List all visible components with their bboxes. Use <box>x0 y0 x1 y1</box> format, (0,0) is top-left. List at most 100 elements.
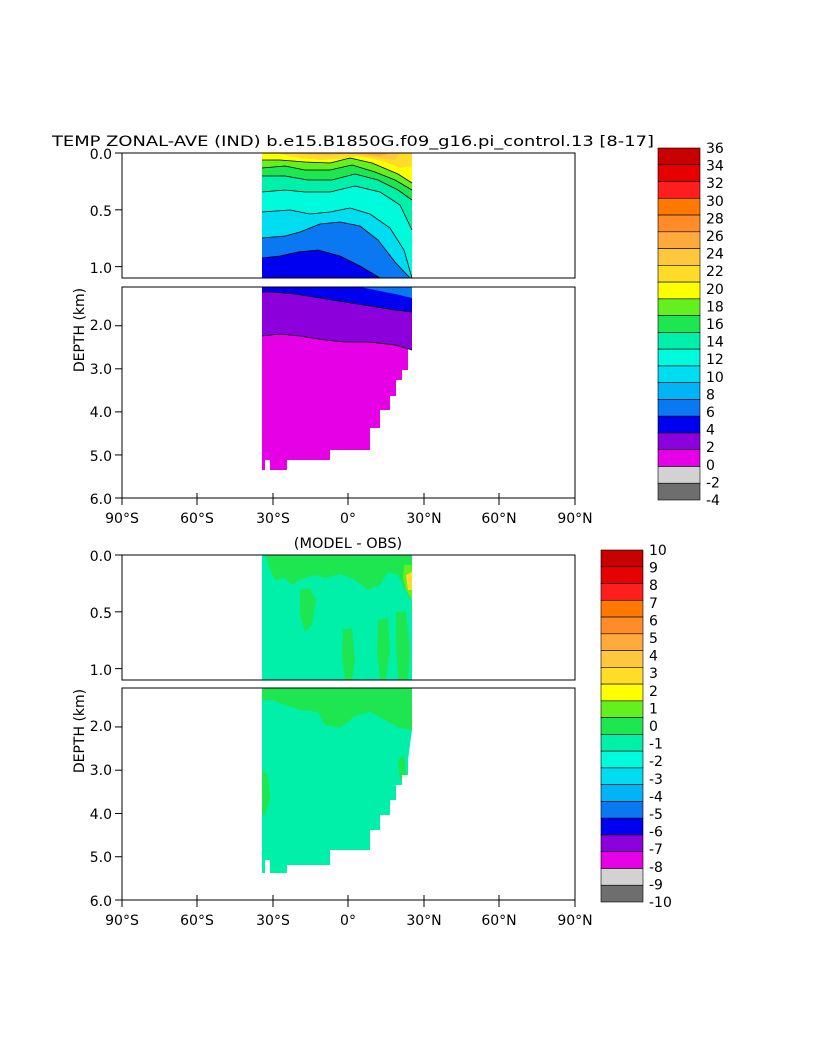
lower-panel <box>121 286 576 499</box>
y-axis-label: DEPTH (km) <box>72 689 88 773</box>
colorbar-swatch <box>657 365 701 383</box>
colorbar-swatch <box>600 599 644 618</box>
y-tick-label: 5.0 <box>90 850 112 866</box>
colorbar-swatch <box>657 449 701 467</box>
colorbar-label: 32 <box>706 176 724 192</box>
frame-upper-border <box>121 152 576 279</box>
colorbar-swatch <box>600 717 644 735</box>
colorbar-swatch <box>657 214 701 233</box>
y-tick-label: 4.0 <box>90 405 112 421</box>
colorbar-label: 4 <box>706 423 715 439</box>
colorbar-label: 9 <box>649 561 658 577</box>
colorbar-label: 0 <box>649 719 658 735</box>
colorbar-label: 10 <box>706 370 724 386</box>
x-tick-label: 30°S <box>256 913 290 929</box>
field-band-6 <box>262 250 380 278</box>
diff-band-0b <box>300 588 316 632</box>
colorbar-swatch <box>657 399 701 417</box>
diff-band-0c <box>342 628 355 680</box>
field-band-22 <box>262 153 412 183</box>
colorbar-label: 2 <box>706 440 715 456</box>
colorbar-label: 8 <box>649 578 658 594</box>
colorbar-swatch <box>657 432 701 451</box>
y-axis-label: DEPTH (km) <box>72 288 88 372</box>
colorbar-label: -2 <box>649 754 663 770</box>
colorbar-swatch <box>657 281 701 300</box>
colorbar-label: -1 <box>649 737 663 753</box>
colorbar-swatch <box>600 868 644 886</box>
y-tick-label: 4.0 <box>90 807 112 823</box>
x-tick-label: 60°N <box>481 913 516 929</box>
y-tick-label: 2.0 <box>90 719 112 735</box>
tick-marks <box>115 554 576 907</box>
field-band-28 <box>300 153 390 156</box>
colorbar-label: 26 <box>706 229 724 245</box>
colorbar-swatch <box>600 566 644 584</box>
colorbar-swatch <box>600 784 644 802</box>
diff-band-0e <box>396 612 410 680</box>
colorbar-swatch <box>657 466 701 484</box>
colorbar-label: -7 <box>649 842 663 858</box>
colorbar-label: 3 <box>649 666 658 682</box>
upper-panel <box>121 152 576 279</box>
lower-panel <box>121 687 576 901</box>
y-axis: 0.0 0.5 1.0 2.0 3.0 4.0 5.0 6.0 DEPTH (k… <box>72 147 112 508</box>
x-tick-label: 0° <box>340 511 356 527</box>
field-deep-band-8 <box>360 287 412 298</box>
contour-lines-upper <box>261 157 413 279</box>
difference-plot: (MODEL - OBS) 0.0 0.5 1.0 2.0 <box>72 536 672 929</box>
colorbar-label: 24 <box>706 247 724 263</box>
colorbar-label: 0 <box>706 458 715 474</box>
y-tick-label: 3.0 <box>90 362 112 378</box>
colorbar-label: 14 <box>706 335 724 351</box>
colorbar-label: 8 <box>706 387 715 403</box>
diff-deep-mask <box>122 688 575 900</box>
colorbar-label: 2 <box>649 684 658 700</box>
field-deep-mask <box>122 287 575 498</box>
contour-lines-lower <box>261 291 413 351</box>
diff-band-0 <box>266 555 412 600</box>
frame-upper-border <box>121 554 576 681</box>
colorbar-label: -2 <box>706 475 720 491</box>
colorbar-swatch <box>657 332 701 350</box>
colorbar-swatch <box>657 197 701 216</box>
x-tick-label: 60°S <box>180 511 214 527</box>
colorbar-label: 28 <box>706 211 724 227</box>
colorbar-swatch <box>657 248 701 266</box>
colorbar-swatch <box>600 667 644 685</box>
y-tick-label: 0.0 <box>90 147 112 163</box>
temperature-plot: TEMP ZONAL-AVE (IND) b.e15.B1850G.f09_g1… <box>51 134 724 527</box>
x-tick-label: 30°N <box>406 913 441 929</box>
diff-deep-band-0d <box>398 755 406 780</box>
colorbar-label: 1 <box>649 701 658 717</box>
y-tick-label: 6.0 <box>90 492 112 508</box>
colorbar-swatch <box>600 767 644 785</box>
colorbar-label: 20 <box>706 282 724 298</box>
y-tick-label: 6.0 <box>90 894 112 910</box>
colorbar-swatch <box>600 583 644 601</box>
y-tick-label: 5.0 <box>90 449 112 465</box>
x-tick-label: 30°N <box>406 511 441 527</box>
colorbar-label: -6 <box>649 825 663 841</box>
colorbar-label: 12 <box>706 352 724 368</box>
colorbar-label: 5 <box>649 631 658 647</box>
colorbar-label: 6 <box>649 613 658 629</box>
colorbar-swatch <box>657 482 701 501</box>
y-tick-label: 3.0 <box>90 763 112 779</box>
colorbar-swatch <box>600 817 644 836</box>
colorbar-label: -5 <box>649 807 663 823</box>
colorbar-label: 34 <box>706 159 724 175</box>
colorbar-swatch <box>600 700 644 718</box>
colorbar-swatch <box>657 298 701 316</box>
colorbar-label: 22 <box>706 264 724 280</box>
field-deep-band-6 <box>262 287 412 312</box>
colorbar-label: 16 <box>706 317 724 333</box>
plot-title: TEMP ZONAL-AVE (IND) b.e15.B1850G.f09_g1… <box>51 134 654 150</box>
colorbar-swatch <box>600 616 644 635</box>
x-tick-label: 60°S <box>180 913 214 929</box>
x-axis: 90°S 60°S 30°S 0° 30°N 60°N 90°N <box>105 511 593 527</box>
colorbar-swatch <box>600 633 644 651</box>
colorbar-label: 4 <box>649 649 658 665</box>
